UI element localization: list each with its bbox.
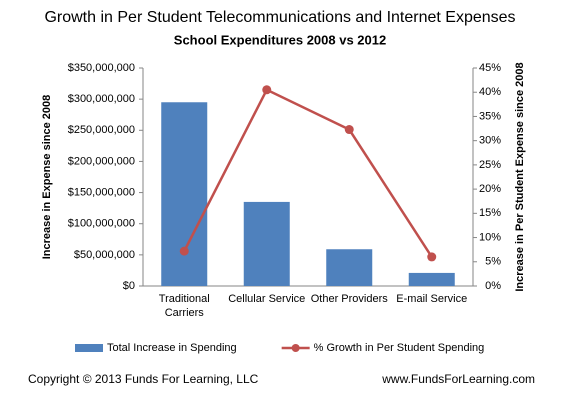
bar bbox=[326, 249, 373, 286]
legend-swatch-marker bbox=[291, 344, 300, 352]
bar bbox=[243, 201, 290, 286]
y2-tick-label: 30% bbox=[479, 135, 501, 147]
y2-tick-label: 35% bbox=[479, 110, 501, 122]
x-tick-label-box: Cellular Service bbox=[228, 293, 306, 305]
chart-subtitle: School Expenditures 2008 vs 2012 bbox=[174, 32, 386, 47]
x-tick-label-box: Traditional Carriers bbox=[158, 293, 210, 319]
website: www.FundsForLearning.com bbox=[381, 372, 535, 386]
y2-tick-label: 40% bbox=[479, 86, 501, 98]
y2-tick-label: 20% bbox=[479, 183, 501, 195]
y-tick-label: $150,000,000 bbox=[68, 186, 135, 198]
line bbox=[183, 88, 433, 258]
y-tick-label: $200,000,000 bbox=[68, 155, 135, 167]
x-tick-label: E-mail Service bbox=[396, 293, 468, 305]
y-axis-label: Increase in Expense since 2008 bbox=[41, 95, 53, 260]
chart-title: Growth in Per Student Telecommunications… bbox=[44, 9, 515, 26]
line-marker bbox=[262, 85, 272, 95]
legend-swatch bbox=[75, 344, 103, 352]
copyright: Copyright © 2013 Funds For Learning, LLC bbox=[28, 372, 259, 386]
y2-tick-label: 10% bbox=[479, 231, 501, 243]
y-tick-label: $300,000,000 bbox=[68, 93, 135, 105]
y-tick-label: $50,000,000 bbox=[74, 249, 135, 261]
y2-tick-label: 15% bbox=[479, 207, 501, 219]
y2-tick-label: 25% bbox=[479, 159, 501, 171]
legend-label: % Growth in Per Student Spending bbox=[314, 342, 485, 354]
x-tick-label: Traditional Carriers bbox=[158, 293, 210, 319]
y2-tick-label: 5% bbox=[485, 256, 501, 268]
line-marker bbox=[427, 252, 437, 262]
y-tick-label: $250,000,000 bbox=[68, 124, 135, 136]
legend-label: Total Increase in Spending bbox=[107, 342, 237, 354]
y-tick-label: $0 bbox=[123, 280, 135, 292]
y-tick-label: $100,000,000 bbox=[68, 218, 135, 230]
x-tick-label: Other Providers bbox=[310, 293, 388, 305]
x-tick-label-box: E-mail Service bbox=[396, 293, 468, 305]
bar bbox=[161, 102, 208, 286]
x-tick-label-box: Other Providers bbox=[310, 293, 388, 305]
line-marker bbox=[179, 246, 189, 256]
bar bbox=[408, 272, 455, 286]
x-tick-label: Cellular Service bbox=[228, 293, 306, 305]
y2-tick-label: 0% bbox=[485, 280, 501, 292]
line-marker bbox=[344, 125, 354, 135]
y2-axis-label: Increase in Per Student Expense since 20… bbox=[514, 62, 526, 291]
y-tick-label: $350,000,000 bbox=[68, 62, 135, 74]
y2-tick-label: 45% bbox=[479, 62, 501, 74]
